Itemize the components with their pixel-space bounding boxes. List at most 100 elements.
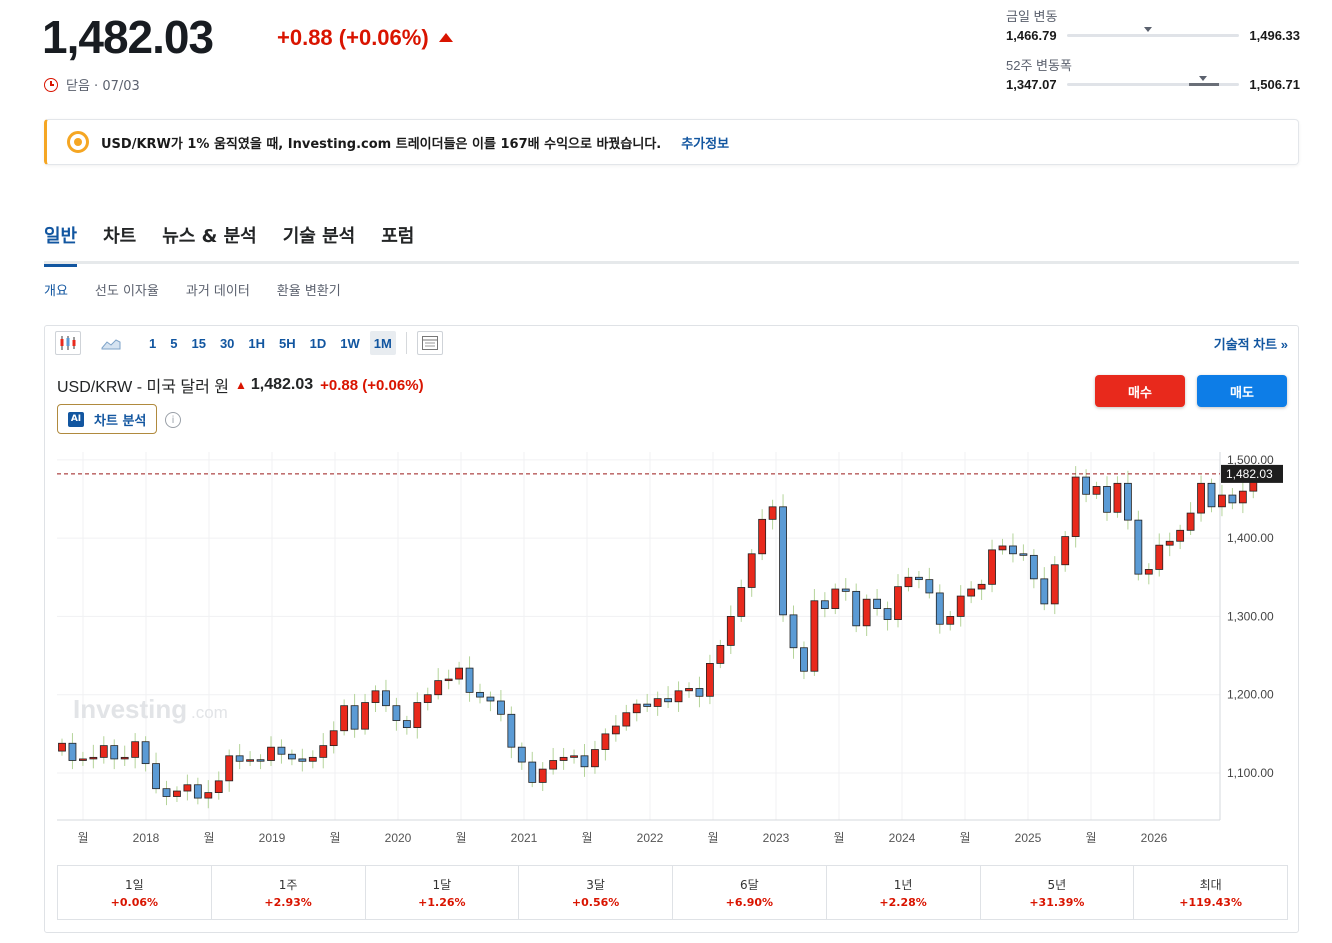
sell-button[interactable]: 매도 (1197, 375, 1287, 407)
candle (768, 506, 777, 520)
52week-range-high: 1,506.71 (1249, 77, 1300, 92)
performance-value: +0.56% (571, 896, 620, 909)
current-price: 1,482.03 (42, 11, 214, 63)
candle (800, 647, 808, 672)
interval-5[interactable]: 5 (170, 335, 178, 351)
candle (277, 746, 286, 755)
toolbar-divider (405, 332, 407, 354)
candle (1155, 544, 1164, 570)
candle (1134, 519, 1143, 575)
performance-cell[interactable]: 최대 +119.43% (1134, 866, 1287, 919)
tab-general[interactable]: 일반 (44, 220, 78, 267)
candle (841, 588, 850, 592)
performance-cell[interactable]: 5년 +31.39% (981, 866, 1135, 919)
x-tick-label: 2019 (259, 831, 286, 845)
day-range-label: 금일 변동 (1006, 9, 1058, 24)
candle (538, 768, 547, 783)
subtab-overview[interactable]: 개요 (44, 284, 68, 299)
tab-forum[interactable]: 포럼 (381, 226, 415, 247)
x-tick-label: 월 (455, 831, 466, 845)
candle (246, 759, 255, 762)
promo-banner[interactable]: USD/KRW가 1% 움직였을 때, Investing.com 트레이더들은… (44, 119, 1299, 165)
subtab-historical-data[interactable]: 과거 데이터 (185, 284, 250, 299)
promo-text: USD/KRW가 1% 움직였을 때, Investing.com 트레이더들은… (101, 136, 662, 152)
candle (1186, 512, 1195, 531)
y-tick-label: 1,500.00 (1227, 453, 1274, 467)
candle (193, 784, 202, 799)
candle (1238, 490, 1247, 504)
interval-1h[interactable]: 1H (248, 335, 266, 351)
price-chart[interactable]: 월 2018 월 2019 월 2020 월 2021 월 2022 월 2023 월 2024 월 2025… (45, 446, 1298, 856)
candle (110, 745, 119, 760)
candle (695, 688, 704, 697)
tab-chart[interactable]: 차트 (103, 226, 137, 247)
info-icon[interactable]: i (165, 412, 181, 428)
candle (1071, 476, 1080, 537)
tab-technical-analysis[interactable]: 기술 분석 (282, 226, 356, 247)
target-icon (67, 131, 89, 153)
performance-strip: 1일 +0.06% 1주 +2.93% 1달 +1.26% 3달 +0.56% 6달 +6.90%… (57, 865, 1288, 920)
x-tick-label: 2021 (511, 831, 538, 845)
52week-range-low: 1,347.07 (1006, 77, 1057, 92)
interval-1w[interactable]: 1W (340, 335, 360, 351)
area-chart-icon[interactable] (97, 331, 125, 355)
candle (915, 576, 923, 581)
x-tick-label: 월 (77, 831, 88, 845)
candlestick-icon[interactable] (55, 331, 81, 355)
candle (549, 760, 558, 770)
subtab-forward-rates[interactable]: 선도 이자율 (94, 284, 159, 299)
candle (831, 588, 840, 609)
performance-cell[interactable]: 1년 +2.28% (827, 866, 981, 919)
price-change-text: +0.88 (+0.06%) (277, 25, 429, 50)
performance-cell[interactable]: 1일 +0.06% (58, 866, 212, 919)
candle (1165, 540, 1174, 546)
candle (1009, 545, 1017, 555)
x-tick-label: 2026 (1141, 831, 1168, 845)
promo-more-link[interactable]: 추가정보 (681, 136, 730, 152)
buy-button[interactable]: 매수 (1095, 375, 1185, 407)
technical-chart-link[interactable]: 기술적 차트 » (1213, 337, 1288, 352)
ai-chart-analysis-button[interactable]: AI 차트 분석 (57, 404, 157, 434)
interval-1[interactable]: 1 (149, 335, 157, 351)
candle (810, 600, 819, 672)
interval-1d[interactable]: 1D (309, 335, 327, 351)
performance-cell[interactable]: 1주 +2.93% (212, 866, 366, 919)
y-tick-label: 1,100.00 (1227, 766, 1274, 780)
day-range-low: 1,466.79 (1006, 28, 1057, 43)
interval-5h[interactable]: 5H (279, 335, 296, 351)
candle (664, 698, 672, 703)
x-tick-label: 2024 (889, 831, 916, 845)
performance-cell[interactable]: 3달 +0.56% (519, 866, 673, 919)
performance-cell[interactable]: 1달 +1.26% (366, 866, 520, 919)
candle (434, 680, 443, 696)
ai-chart-analysis-label: 차트 분석 (94, 413, 147, 429)
candle (862, 598, 871, 627)
interval-1m[interactable]: 1M (369, 331, 396, 355)
price-change: +0.88 (+0.06%) (277, 25, 453, 51)
candle (329, 730, 338, 747)
subtab-currency-converter[interactable]: 환율 변환기 (276, 284, 341, 299)
candle (1207, 482, 1216, 508)
candle (68, 742, 77, 761)
performance-cell[interactable]: 6달 +6.90% (673, 866, 827, 919)
layout-icon[interactable] (416, 331, 443, 355)
candle (476, 691, 484, 698)
candle (894, 586, 902, 620)
candle (611, 725, 620, 735)
x-tick-label: 2018 (133, 831, 160, 845)
performance-value: +1.26% (418, 896, 466, 909)
tab-news-analysis[interactable]: 뉴스 & 분석 (162, 226, 257, 247)
candle (267, 746, 275, 761)
candle (173, 790, 181, 797)
performance-value: +6.90% (725, 896, 774, 909)
interval-15[interactable]: 15 (191, 335, 206, 351)
candle (737, 587, 746, 617)
candle (235, 755, 244, 762)
candle (361, 702, 369, 730)
candle (873, 598, 881, 609)
candle (298, 758, 307, 762)
interval-30[interactable]: 30 (219, 335, 235, 351)
candle (141, 741, 150, 765)
candle (685, 688, 693, 692)
chart-price: 1,482.03 (250, 376, 314, 393)
